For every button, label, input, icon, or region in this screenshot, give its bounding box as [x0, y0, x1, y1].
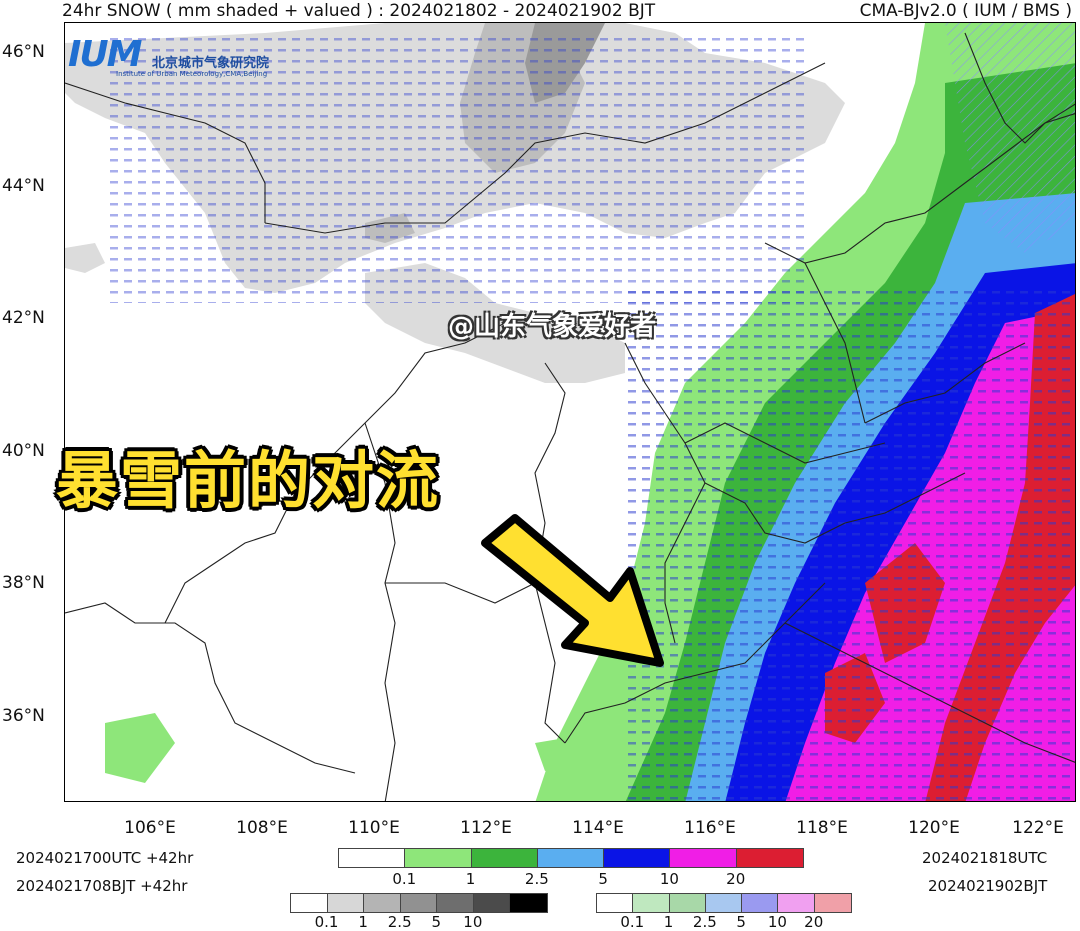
legend-gray-tick: 2.5 — [387, 913, 412, 931]
lat-label-42n: 42°N — [2, 308, 45, 328]
legend-gray-tick: 5 — [431, 913, 442, 931]
value-labels-north — [105, 33, 805, 303]
legend-hatch-tick: 2.5 — [692, 913, 717, 931]
legend-hatch-swatch — [597, 894, 634, 912]
legend-hatch-swatch — [669, 894, 706, 912]
legend-main-tick: 5 — [598, 870, 608, 888]
lon-label-120e: 120°E — [908, 818, 960, 838]
valid-time-utc: 2024021818UTC — [922, 849, 1048, 867]
legend-main-swatch — [471, 849, 538, 867]
legend-main-swatch — [736, 849, 803, 867]
ium-logo: IUM 北京城市气象研究院 Institute of Urban Meteoro… — [68, 34, 298, 80]
ium-logo-mark: IUM — [68, 34, 142, 75]
legend-hatch-tick: 1 — [663, 913, 674, 931]
value-labels-band — [625, 283, 1075, 801]
legend-main-tick: 2.5 — [524, 870, 549, 888]
lon-label-110e: 110°E — [348, 818, 400, 838]
legend-main-swatch — [537, 849, 605, 867]
init-time-bjt: 2024021708BJT +42hr — [16, 877, 188, 895]
lon-label-118e: 118°E — [796, 818, 848, 838]
legend-gray-tick: 1 — [358, 913, 368, 931]
legend-gray-tick: 10 — [463, 913, 483, 931]
lon-label-106e: 106°E — [124, 818, 176, 838]
legend-hatch-swatch — [814, 894, 851, 912]
legend-hatch-tick: 0.1 — [620, 913, 645, 931]
ium-logo-english-name: Institute of Urban Meteorology,CMA,Beiji… — [116, 70, 268, 78]
legend-gray-swatch — [473, 894, 511, 912]
valid-time-bjt: 2024021902BJT — [928, 877, 1048, 895]
map-title: 24hr SNOW ( mm shaded + valued ) : 20240… — [62, 1, 656, 21]
legend-hatch-swatch — [705, 894, 743, 912]
legend-gray-swatch — [437, 894, 474, 912]
legend-gray-swatch — [291, 894, 328, 912]
callout-arrow — [481, 514, 664, 667]
lat-label-40n: 40°N — [2, 441, 45, 461]
overlay-title: 暴雪前的对流 — [56, 444, 441, 517]
legend-main-swatch — [604, 849, 671, 867]
lon-label-122e: 122°E — [1012, 818, 1064, 838]
lon-label-108e: 108°E — [236, 818, 288, 838]
legend-main-tick: 0.1 — [392, 870, 417, 888]
legend-gray-swatch — [400, 894, 438, 912]
legend-main — [338, 848, 804, 868]
map-canvas — [65, 23, 1075, 801]
legend-hatch-tick: 10 — [767, 913, 787, 931]
legend-gray-swatch — [327, 894, 365, 912]
ium-logo-chinese-name: 北京城市气象研究院 — [152, 56, 270, 71]
legend-hatch-swatch — [778, 894, 815, 912]
lat-label-36n: 36°N — [2, 706, 45, 726]
legend-hatch — [596, 893, 852, 913]
legend-main-swatch — [405, 849, 472, 867]
init-time-utc: 2024021700UTC +42hr — [16, 849, 194, 867]
watermark: @山东气象爱好者 — [448, 312, 657, 342]
lat-label-44n: 44°N — [2, 176, 45, 196]
legend-main-tick: 20 — [726, 870, 746, 888]
snowfall-map — [64, 22, 1076, 802]
lon-label-112e: 112°E — [460, 818, 512, 838]
legend-hatch-swatch — [633, 894, 670, 912]
legend-main-tick: 1 — [465, 870, 476, 888]
legend-gray-swatch — [364, 894, 401, 912]
legend-hatch-tick: 20 — [804, 913, 824, 931]
legend-gray-tick: 0.1 — [314, 913, 339, 931]
model-label: CMA-BJv2.0 ( IUM / BMS ) — [859, 1, 1072, 21]
legend-main-swatch — [339, 849, 406, 867]
lat-label-46n: 46°N — [2, 42, 45, 62]
lon-label-116e: 116°E — [684, 818, 736, 838]
lat-label-38n: 38°N — [2, 573, 45, 593]
lon-label-114e: 114°E — [572, 818, 624, 838]
legend-hatch-tick: 5 — [736, 913, 746, 931]
legend-main-swatch — [670, 849, 737, 867]
legend-gray — [290, 893, 548, 913]
legend-gray-swatch — [510, 894, 547, 912]
legend-hatch-swatch — [742, 894, 779, 912]
legend-main-tick: 10 — [659, 870, 679, 888]
